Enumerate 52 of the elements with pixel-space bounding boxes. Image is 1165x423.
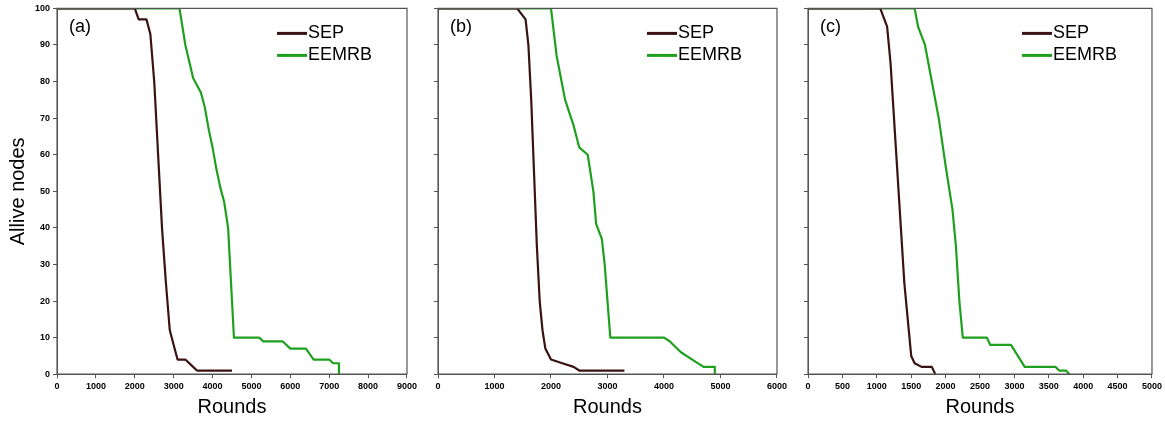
x-tick-label: 1500 bbox=[901, 381, 922, 392]
x-tick-label: 1000 bbox=[85, 381, 106, 392]
x-tick-label: 0 bbox=[805, 381, 811, 392]
y-tick-label: 20 bbox=[40, 295, 51, 306]
x-axis-title: Rounds bbox=[573, 394, 642, 417]
x-tick-label: 2500 bbox=[969, 381, 991, 392]
x-tick-label: 6000 bbox=[766, 381, 787, 392]
x-tick-label: 500 bbox=[834, 381, 850, 392]
x-tick-label: 8000 bbox=[358, 381, 379, 392]
y-tick-label: 70 bbox=[40, 112, 51, 123]
x-axis-title: Rounds bbox=[945, 394, 1015, 417]
x-tick-label: 2000 bbox=[540, 381, 562, 392]
x-tick-label: 7000 bbox=[319, 381, 340, 392]
y-tick-label: 0 bbox=[45, 368, 51, 379]
x-tick-label: 4000 bbox=[202, 381, 223, 392]
y-tick-label: 90 bbox=[40, 39, 51, 50]
legend-label: EEMRB bbox=[677, 44, 742, 65]
x-tick-label: 3000 bbox=[597, 381, 618, 392]
annotation: (b) bbox=[450, 16, 472, 37]
x-tick-label: 2000 bbox=[935, 381, 956, 392]
y-axis-title: Allive nodes bbox=[5, 137, 28, 246]
y-tick-label: 30 bbox=[40, 258, 51, 269]
y-tick-label: 80 bbox=[40, 76, 51, 87]
legend-label: SEP bbox=[677, 22, 715, 43]
legend-label: EEMRB bbox=[1052, 44, 1117, 65]
x-tick-label: 6000 bbox=[280, 381, 301, 392]
x-tick-label: 2000 bbox=[124, 381, 145, 392]
x-tick-label: 4000 bbox=[653, 381, 675, 392]
y-tick-label: 40 bbox=[40, 222, 51, 233]
x-tick-label: 1000 bbox=[866, 381, 887, 392]
annotation: (a) bbox=[69, 16, 92, 37]
x-tick-label: 5000 bbox=[710, 381, 731, 392]
annotation: (c) bbox=[820, 16, 841, 37]
legend-label: SEP bbox=[307, 22, 345, 43]
x-tick-label: 9000 bbox=[396, 381, 417, 392]
legend-label: EEMRB bbox=[307, 44, 372, 65]
y-tick-label: 60 bbox=[40, 149, 51, 160]
x-tick-label: 1000 bbox=[484, 381, 505, 392]
x-tick-label: 0 bbox=[54, 381, 60, 392]
y-tick-label: 50 bbox=[40, 185, 51, 196]
x-tick-label: 5000 bbox=[1141, 381, 1162, 392]
x-tick-label: 0 bbox=[435, 381, 441, 392]
x-axis-title: Rounds bbox=[197, 394, 267, 417]
y-tick-label: 10 bbox=[40, 332, 51, 343]
x-tick-label: 3000 bbox=[163, 381, 184, 392]
legend-label: SEP bbox=[1052, 22, 1090, 43]
x-tick-label: 4500 bbox=[1107, 381, 1128, 392]
x-tick-label: 4000 bbox=[1073, 381, 1094, 392]
x-tick-label: 3500 bbox=[1038, 381, 1059, 392]
x-tick-label: 3000 bbox=[1004, 381, 1025, 392]
y-tick-label: 100 bbox=[34, 2, 51, 13]
x-tick-label: 5000 bbox=[241, 381, 262, 392]
